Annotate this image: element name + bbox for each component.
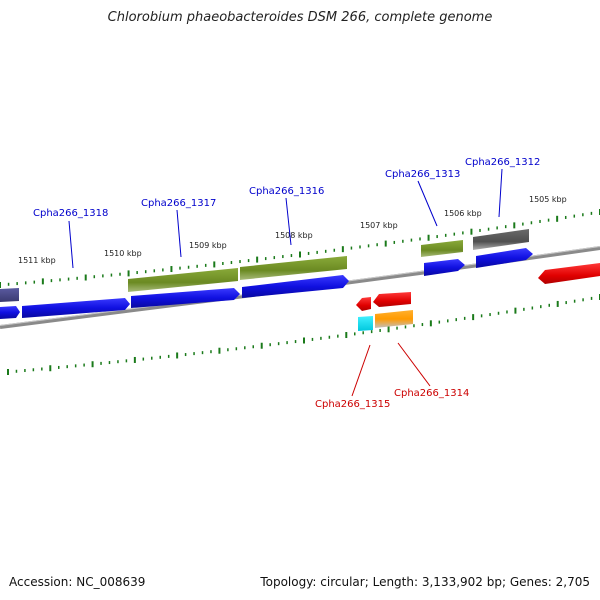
gene-block-olive[interactable] bbox=[240, 256, 347, 280]
leader-line bbox=[417, 180, 438, 227]
gene-label-cpha266-1315[interactable]: Cpha266_1315 bbox=[315, 399, 390, 410]
forward-strand-genes bbox=[0, 248, 533, 319]
gene-arrow-red[interactable] bbox=[538, 263, 600, 284]
leader-line bbox=[285, 197, 292, 246]
gene-arrow-blue[interactable] bbox=[131, 288, 240, 308]
gene-label-cpha266-1314[interactable]: Cpha266_1314 bbox=[394, 388, 469, 399]
gene-block-olive[interactable] bbox=[128, 268, 238, 292]
gene-block-olive[interactable] bbox=[421, 240, 463, 257]
accession-info: Accession: NC_008639 bbox=[9, 575, 145, 589]
tick-label: 1505 kbp bbox=[529, 195, 567, 204]
leader-line bbox=[351, 344, 371, 397]
tick-row-lower bbox=[7, 294, 600, 375]
tick-label: 1510 kbp bbox=[104, 249, 142, 258]
gene-arrow-blue[interactable] bbox=[242, 275, 349, 298]
accession-label: Accession: bbox=[9, 575, 73, 589]
tick-label: 1511 kbp bbox=[18, 256, 56, 265]
genes-label: Genes: bbox=[509, 575, 552, 589]
upper-feature-genes bbox=[0, 229, 529, 302]
gene-arrow-blue[interactable] bbox=[0, 306, 20, 319]
reverse-strand-genes bbox=[356, 263, 600, 331]
length-label: Length: bbox=[372, 575, 419, 589]
label-leaders bbox=[68, 168, 503, 397]
topology-label: Topology: bbox=[260, 575, 317, 589]
gene-arrow-red[interactable] bbox=[373, 292, 411, 307]
gene-label-cpha266-1317[interactable]: Cpha266_1317 bbox=[141, 198, 216, 209]
gene-block-gray[interactable] bbox=[473, 229, 529, 250]
accession-value: NC_008639 bbox=[76, 575, 146, 589]
page-title: Chlorobium phaeobacteroides DSM 266, com… bbox=[107, 10, 493, 25]
gene-arrow-blue[interactable] bbox=[424, 259, 465, 276]
genome-stats: Topology: circular; Length: 3,133,902 bp… bbox=[260, 575, 590, 589]
genome-backbone bbox=[0, 246, 600, 329]
tick-label: 1508 kbp bbox=[275, 231, 313, 240]
leader-line bbox=[498, 168, 503, 218]
genes-value: 2,705 bbox=[555, 575, 590, 589]
gene-arrow-red[interactable] bbox=[356, 297, 371, 311]
gene-block-slate[interactable] bbox=[0, 288, 19, 302]
tick-label: 1506 kbp bbox=[444, 209, 482, 218]
gene-arrow-blue[interactable] bbox=[476, 248, 533, 268]
leader-line bbox=[176, 209, 182, 258]
gene-label-cpha266-1313[interactable]: Cpha266_1313 bbox=[385, 169, 460, 180]
genome-backbone-highlight bbox=[0, 246, 600, 326]
gene-block-orange[interactable] bbox=[375, 310, 413, 328]
leader-line bbox=[397, 342, 431, 387]
tick-label: 1507 kbp bbox=[360, 221, 398, 230]
tick-label: 1509 kbp bbox=[189, 241, 227, 250]
gene-label-cpha266-1318[interactable]: Cpha266_1318 bbox=[33, 208, 108, 219]
gene-label-cpha266-1316[interactable]: Cpha266_1316 bbox=[249, 186, 324, 197]
gene-block-cyan[interactable] bbox=[358, 316, 373, 331]
topology-value: circular bbox=[320, 575, 365, 589]
leader-line bbox=[68, 220, 74, 269]
gene-label-cpha266-1312[interactable]: Cpha266_1312 bbox=[465, 157, 540, 168]
gene-arrow-blue[interactable] bbox=[22, 298, 130, 318]
length-value: 3,133,902 bp bbox=[421, 575, 502, 589]
tick-row-upper bbox=[0, 209, 600, 288]
